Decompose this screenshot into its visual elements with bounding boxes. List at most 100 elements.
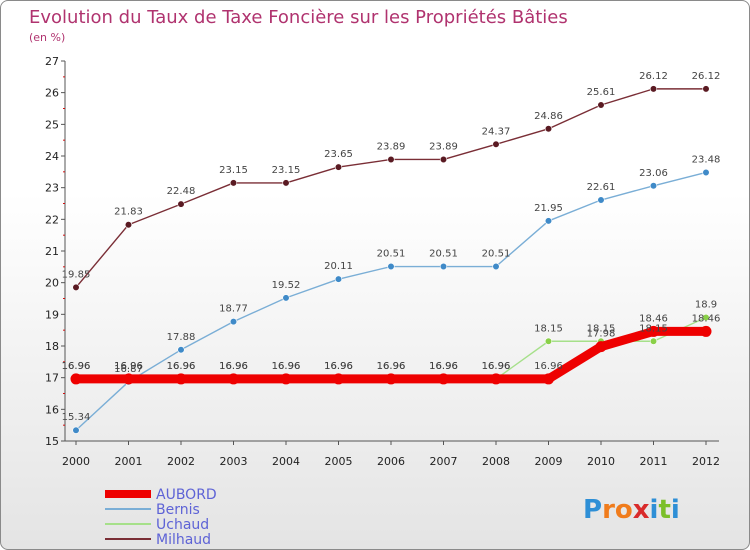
data-label-aubord: 18.46 <box>639 313 668 324</box>
y-tick-label: 23 <box>45 182 59 195</box>
data-label-milhaud: 19.85 <box>62 269 91 280</box>
data-label-milhaud: 26.12 <box>692 71 721 82</box>
data-label-milhaud: 26.12 <box>639 71 668 82</box>
y-tick-label: 19 <box>45 308 59 321</box>
data-label-uchaud: 16.96 <box>429 361 458 372</box>
data-label-milhaud: 24.37 <box>482 126 511 137</box>
data-label-uchaud: 16.96 <box>167 361 196 372</box>
data-label-bernis: 20.51 <box>482 249 511 260</box>
data-point-bernis <box>282 294 290 302</box>
x-tick-label: 2007 <box>430 455 458 468</box>
data-point-milhaud <box>702 85 710 93</box>
data-label-milhaud: 22.48 <box>167 186 196 197</box>
data-label-milhaud: 21.83 <box>114 207 143 218</box>
y-tick-label: 20 <box>45 277 59 290</box>
data-point-milhaud <box>439 155 448 164</box>
y-tick-label: 27 <box>45 55 59 68</box>
data-point-bernis <box>72 426 80 434</box>
data-point-bernis <box>439 262 448 271</box>
data-point-milhaud <box>177 200 185 208</box>
data-label-uchaud: 16.96 <box>219 361 248 372</box>
x-tick-label: 2006 <box>377 455 405 468</box>
data-label-bernis: 22.61 <box>587 182 616 193</box>
data-label-aubord: 18.46 <box>692 313 721 324</box>
data-label-milhaud: 25.61 <box>587 87 616 98</box>
data-point-aubord <box>595 341 607 353</box>
logo-letter: r <box>602 495 615 525</box>
data-point-aubord <box>385 373 397 385</box>
data-point-bernis <box>229 318 238 326</box>
data-point-milhaud <box>492 140 500 148</box>
data-point-bernis <box>387 262 395 271</box>
data-point-aubord <box>490 373 502 385</box>
y-tick-label: 21 <box>45 245 59 258</box>
data-point-milhaud <box>334 163 343 171</box>
data-label-bernis: 20.11 <box>324 261 353 272</box>
data-label-uchaud: 18.15 <box>534 323 563 334</box>
data-label-milhaud: 23.15 <box>272 165 301 176</box>
logo-letter: o <box>615 495 633 525</box>
data-label-bernis: 20.51 <box>429 249 458 260</box>
data-label-uchaud: 16.96 <box>272 361 301 372</box>
data-point-milhaud <box>124 221 133 229</box>
data-label-bernis: 15.34 <box>62 412 91 423</box>
x-tick-label: 2004 <box>272 455 300 468</box>
x-tick-label: 2001 <box>115 455 143 468</box>
data-point-bernis <box>492 262 500 271</box>
data-point-aubord <box>438 373 449 385</box>
data-label-uchaud: 16.96 <box>62 361 91 372</box>
series-layer <box>70 85 712 434</box>
data-point-aubord <box>333 373 344 385</box>
data-label-uchaud: 18.15 <box>587 323 616 334</box>
logo-letter: i <box>671 495 680 525</box>
data-label-uchaud: 18.15 <box>639 323 668 334</box>
data-point-aubord <box>648 325 659 337</box>
data-label-milhaud: 23.89 <box>429 141 458 152</box>
data-label-aubord: 16.96 <box>167 361 196 372</box>
legend-label-uchaud: Uchaud <box>156 517 209 533</box>
data-label-bernis: 17.88 <box>167 332 196 343</box>
data-point-milhaud <box>649 85 658 93</box>
data-label-bernis: 16.87 <box>114 364 143 375</box>
data-label-aubord: 16.96 <box>429 361 458 372</box>
y-tick-label: 16 <box>45 403 59 416</box>
data-point-milhaud <box>72 283 80 292</box>
data-label-aubord: 17.98 <box>587 329 616 340</box>
axes: 15 16 17 18 19 20 21 22 23 24 25 26 27 2000 2001 2002 20… <box>45 55 720 468</box>
data-point-aubord <box>543 373 554 385</box>
data-point-aubord <box>280 373 292 385</box>
x-tick-label: 2003 <box>220 455 248 468</box>
data-label-aubord: 16.96 <box>482 361 511 372</box>
data-point-bernis <box>544 217 553 225</box>
data-label-bernis: 21.95 <box>534 203 563 214</box>
y-tick-label: 24 <box>45 150 59 163</box>
logo-letter: t <box>658 495 670 525</box>
legend-label-aubord: AUBORD <box>156 487 217 503</box>
data-point-aubord <box>228 373 239 385</box>
y-tick-label: 26 <box>45 87 59 100</box>
x-tick-label: 2008 <box>482 455 510 468</box>
data-point-aubord <box>70 373 82 385</box>
y-tick-label: 25 <box>45 118 59 131</box>
data-label-uchaud: 16.96 <box>482 361 511 372</box>
x-tick-label: 2010 <box>587 455 615 468</box>
x-tick-label: 2012 <box>692 455 720 468</box>
data-point-bernis <box>177 346 185 354</box>
data-point-milhaud <box>544 125 553 133</box>
data-label-aubord: 16.96 <box>272 361 301 372</box>
y-tick-label: 18 <box>45 340 59 353</box>
data-point-uchaud <box>649 337 658 345</box>
data-label-bernis: 23.06 <box>639 168 668 179</box>
y-tick-label: 17 <box>45 372 59 385</box>
data-label-bernis: 20.51 <box>377 249 406 260</box>
data-label-aubord: 16.96 <box>324 361 353 372</box>
proxiti-logo: Proxiti <box>583 495 680 525</box>
data-point-milhaud <box>229 179 238 187</box>
data-label-bernis: 19.52 <box>272 280 301 291</box>
data-label-uchaud: 16.96 <box>324 361 353 372</box>
data-labels: 19.85 21.83 22.48 23.15 23.15 23.65 23.89 23.89… <box>62 71 721 423</box>
data-point-milhaud <box>387 155 395 164</box>
